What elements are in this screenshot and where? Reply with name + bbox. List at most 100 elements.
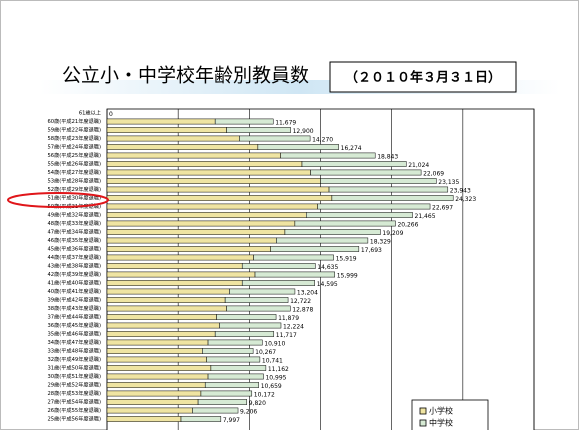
total-label: 12,878 (292, 307, 313, 314)
bar-segment (210, 365, 267, 371)
bar-segment (270, 246, 360, 252)
total-label: 10,995 (265, 375, 286, 382)
bar-segment (106, 331, 216, 337)
bar-segment (214, 118, 274, 125)
total-label: 24,323 (455, 196, 476, 203)
total-label: 17,693 (361, 247, 382, 254)
chart-title: 公立小・中学校年齢別教員数 (62, 65, 309, 87)
bar-segment (310, 169, 422, 176)
highlight-ellipse (7, 192, 109, 208)
y-tick-label: 37歳(平成44年度退職) (47, 313, 101, 321)
bar-segment (106, 203, 318, 210)
y-tick-label: 41歳(平成40年度退職) (47, 279, 101, 287)
total-label: 10,659 (261, 383, 282, 390)
y-tick-label: 60歳(平成21年度退職) (47, 117, 101, 125)
bar-segment (207, 373, 264, 380)
bar-segment (204, 382, 259, 388)
total-label: 11,679 (275, 120, 296, 127)
y-tick-label: 35歳(平成46年度退職) (47, 330, 101, 338)
bar-segment (106, 212, 307, 218)
bar-segment (106, 186, 330, 193)
bar-segment (197, 399, 248, 405)
bar-segment (216, 314, 277, 320)
y-tick-label: 38歳(平成43年度退職) (47, 304, 101, 312)
bar-segment (253, 254, 334, 261)
bar-segment (106, 169, 311, 176)
y-tick-label: 39歳(平成42年度退職) (47, 296, 101, 304)
total-label: 15,919 (336, 256, 357, 263)
bar-segment (257, 144, 339, 150)
bar-segment (106, 416, 182, 422)
total-label: 11,717 (276, 332, 297, 339)
bar-segment (331, 195, 454, 201)
y-tick-label: 28歳(平成53年度退職) (47, 389, 101, 397)
y-tick-label: 57歳(平成24年度退職) (47, 143, 101, 151)
bar-segment (106, 356, 207, 363)
y-tick-label: 43歳(平成38年度退職) (47, 262, 101, 270)
total-label: 18,843 (377, 154, 398, 161)
y-tick-label: 33歳(平成48年度退職) (47, 347, 101, 355)
bar-segment (106, 314, 217, 320)
bar-segment (239, 135, 311, 142)
total-label: 10,741 (262, 358, 283, 365)
y-tick-label: 40歳(平成41年度退職) (47, 287, 101, 295)
bar-segment (106, 373, 209, 380)
bar-segment (106, 195, 333, 201)
total-label: 14,270 (312, 137, 333, 144)
legend-swatch (419, 419, 427, 427)
y-tick-label: 31歳(平成50年度退職) (47, 364, 101, 372)
y-tick-label: 51歳(平成30年度退職) (47, 194, 101, 202)
bar-segment (106, 399, 199, 405)
bar-segment (106, 305, 227, 312)
total-label: 10,267 (255, 349, 276, 356)
bar-segment (219, 322, 282, 329)
bar-segment (106, 271, 256, 278)
total-label: 9,820 (249, 400, 266, 407)
legend-label: 中学校 (429, 418, 453, 428)
total-label: 7,997 (223, 417, 240, 424)
bar-segment (214, 331, 275, 337)
y-tick-label: 32歳(平成49年度退職) (47, 355, 101, 363)
y-tick-label: 27歳(平成54年度退職) (47, 398, 101, 406)
plot-area: 61歳以上 0 60歳(平成21年度退職) 11,679 59歳(平成22年度退職) 12… (47, 109, 535, 430)
y-tick-label: 30歳(平成51年度退職) (47, 372, 101, 380)
y-tick-label: 36歳(平成45年度退職) (47, 321, 101, 329)
total-label: 16,274 (341, 145, 362, 152)
total-label: 13,204 (297, 290, 318, 297)
bar-segment (106, 365, 212, 371)
y-tick-label: 47歳(平成34年度退職) (47, 228, 101, 236)
y-tick-label: 46歳(平成35年度退職) (47, 236, 101, 244)
total-label: 12,722 (290, 298, 311, 305)
bar-segment (106, 229, 286, 235)
bar-segment (106, 178, 321, 184)
bar-segment (106, 280, 243, 286)
y-tick-label: 58歳(平成23年度退職) (47, 134, 101, 142)
bar-segment (224, 297, 289, 303)
bar-segment (106, 390, 202, 397)
bar-segment (106, 407, 193, 414)
bar-segment (106, 348, 203, 354)
total-label: 14,635 (317, 264, 338, 271)
bar-segment (106, 339, 209, 346)
bar-segment (106, 135, 240, 142)
y-tick-label: 54歳(平成27年度退職) (47, 168, 101, 176)
bar-segment (206, 356, 261, 363)
y-tick-label: 49歳(平成32年度退職) (47, 211, 101, 219)
y-tick-label: 53歳(平成28年度退職) (47, 177, 101, 185)
bar-segment (106, 127, 227, 133)
bar-segment (106, 246, 271, 252)
y-tick-label: 59歳(平成22年度退職) (47, 126, 101, 134)
bar-segment (202, 348, 254, 354)
bar-segment (180, 416, 222, 422)
bar-segment (301, 161, 407, 167)
total-label: 21,024 (408, 162, 429, 169)
bar-segment (284, 229, 381, 235)
bar-segment (226, 127, 291, 133)
y-tick-label: 48歳(平成33年度退職) (47, 219, 101, 227)
bar-segment (106, 152, 281, 159)
total-label: 15,999 (337, 273, 358, 280)
bar-segment (306, 212, 413, 218)
